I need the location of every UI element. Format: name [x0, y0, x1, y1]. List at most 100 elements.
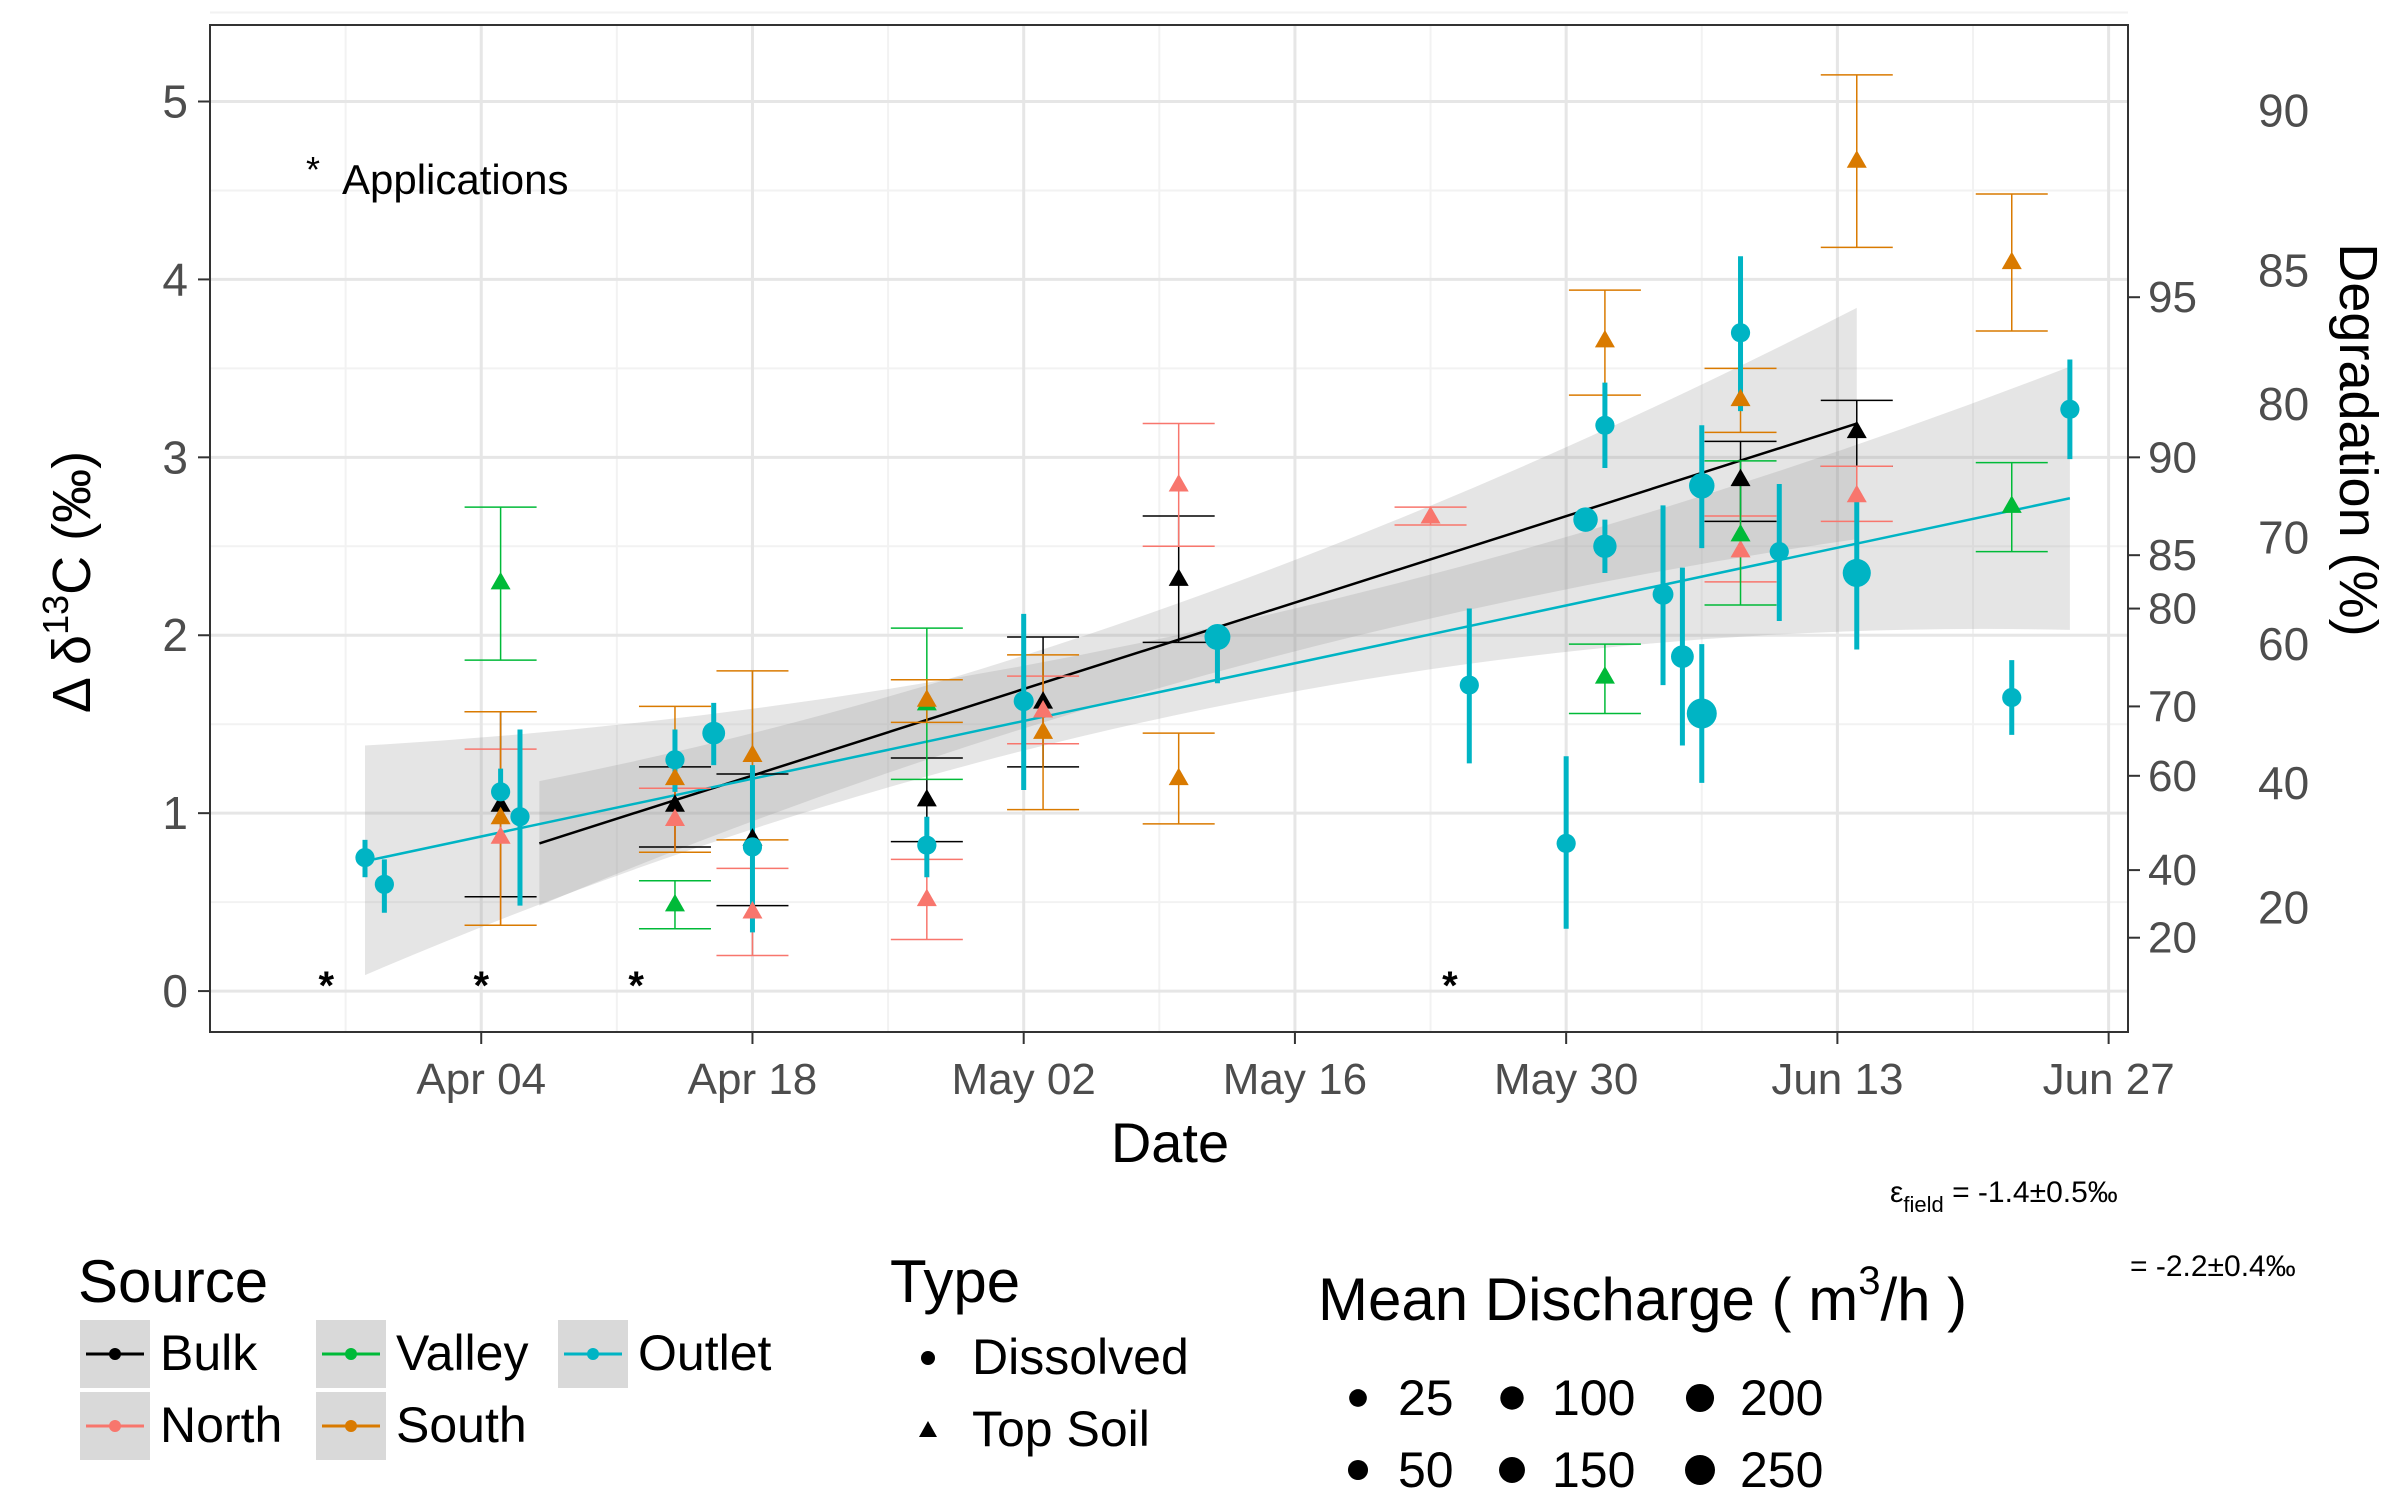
y-tick-label: 1	[162, 787, 188, 839]
point-north	[916, 888, 937, 907]
legend-type-circle	[921, 1351, 935, 1365]
application-marker: *	[473, 964, 489, 1008]
point-valley	[664, 893, 685, 912]
legend-key-point	[345, 1348, 357, 1360]
application-marker: *	[1442, 964, 1458, 1008]
y-tick-label: 2	[162, 609, 188, 661]
legend-discharge-250: 250	[1685, 1442, 1823, 1498]
legend-discharge-label: 200	[1740, 1370, 1823, 1426]
point-bulk	[490, 794, 511, 812]
applications-annotation: * Applications	[306, 149, 568, 203]
point-south	[1033, 721, 1054, 739]
point-outlet	[2002, 687, 2022, 708]
point-outlet	[1671, 645, 1694, 668]
x-tick-label: Jun 27	[2043, 1055, 2175, 1104]
legend-source-bulk: Bulk	[80, 1320, 258, 1388]
point-north	[742, 901, 763, 919]
point-bulk	[664, 794, 685, 812]
legend-key-point	[345, 1420, 357, 1432]
legend-discharge-label: 50	[1398, 1442, 1454, 1498]
point-bulk	[1168, 568, 1189, 586]
confidence-band-bulk	[539, 307, 1857, 906]
x-tick-label: May 02	[952, 1055, 1096, 1104]
point-valley	[1730, 523, 1751, 542]
point-valley	[1594, 666, 1615, 684]
legend-source-label: South	[396, 1397, 527, 1453]
point-south	[2001, 251, 2022, 270]
point-outlet	[1593, 534, 1617, 558]
epsilon-field-label-2: = -2.2±0.4‰	[2130, 1250, 2296, 1283]
application-marker: *	[628, 964, 644, 1008]
right-axis-tick-label: 90	[2148, 433, 2197, 482]
point-south	[664, 767, 685, 786]
legend-type-top-soil: Top Soil	[919, 1401, 1150, 1457]
point-outlet	[1730, 323, 1751, 343]
point-outlet	[665, 750, 685, 770]
point-outlet	[1689, 473, 1715, 499]
right-axis-tick-label: 70	[2148, 682, 2197, 731]
legend-discharge-circle	[1500, 1386, 1524, 1410]
point-valley	[490, 571, 511, 590]
applications-label: Applications	[342, 156, 568, 203]
legend-type-label: Top Soil	[972, 1401, 1150, 1457]
y-axis-right-title: Degradation (%)	[2328, 243, 2388, 636]
legend-source-label: Outlet	[638, 1325, 772, 1381]
legend-type-triangle	[919, 1421, 937, 1437]
point-outlet	[1204, 624, 1231, 650]
applications-asterisk: *	[306, 149, 320, 190]
legend-discharge-label: 150	[1552, 1442, 1635, 1498]
point-north	[490, 826, 511, 844]
legend: Source Bulk North Valley South Outlet Type D…	[78, 1248, 1967, 1498]
point-bulk	[1846, 420, 1867, 439]
point-outlet	[1013, 691, 1034, 712]
legend-source-south: South	[316, 1392, 527, 1460]
point-north	[664, 808, 685, 827]
legend-type-dissolved: Dissolved	[921, 1329, 1189, 1385]
point-north	[1730, 539, 1751, 558]
point-south	[1846, 150, 1867, 168]
x-tick-label: May 30	[1494, 1055, 1638, 1104]
legend-source-label: North	[160, 1397, 282, 1453]
application-marker: *	[318, 964, 334, 1008]
right-axis-tick-label: 85	[2148, 531, 2197, 580]
legend-source-label: Valley	[396, 1325, 528, 1381]
x-tick-label: Jun 13	[1771, 1055, 1903, 1104]
legend-key-point	[587, 1348, 599, 1360]
point-valley	[2001, 495, 2022, 513]
point-outlet	[1842, 558, 1871, 588]
point-north	[1420, 506, 1441, 524]
legend-discharge-circle	[1685, 1383, 1715, 1413]
point-bulk	[916, 788, 937, 807]
legend-type-label: Dissolved	[972, 1329, 1189, 1385]
legend-source-outlet: Outlet	[558, 1320, 772, 1388]
point-outlet	[1769, 542, 1789, 562]
point-outlet	[510, 807, 530, 827]
legend-discharge-label: 25	[1398, 1370, 1454, 1426]
point-north	[1846, 484, 1867, 503]
right-axis-tick-label: 60	[2148, 752, 2197, 801]
legend-discharge-50: 50	[1347, 1442, 1454, 1498]
y-tick-label: 0	[162, 965, 188, 1017]
point-outlet	[2060, 399, 2080, 419]
point-bulk	[1730, 468, 1751, 487]
right-axis-tick-label: 20	[2148, 914, 2197, 963]
degradation-tick-label: 90	[2258, 84, 2309, 136]
point-outlet	[1595, 415, 1615, 435]
point-south	[916, 689, 937, 707]
legend-discharge-circle	[1685, 1455, 1715, 1485]
right-axis-tick-label: 95	[2148, 273, 2197, 322]
plot-panel	[209, 24, 2129, 1033]
point-south	[1168, 767, 1189, 786]
y-tick-label: 4	[162, 253, 188, 305]
point-outlet	[491, 782, 511, 802]
legend-discharge-label: 100	[1552, 1370, 1635, 1426]
degradation-tick-label: 70	[2258, 511, 2309, 563]
degradation-tick-label: 40	[2258, 757, 2309, 809]
right-axis-tick-label: 40	[2148, 846, 2197, 895]
y-tick-label: 5	[162, 76, 188, 128]
point-south	[1730, 388, 1751, 407]
x-tick-label: May 16	[1223, 1055, 1367, 1104]
point-outlet	[702, 721, 726, 745]
point-outlet	[1686, 698, 1717, 729]
